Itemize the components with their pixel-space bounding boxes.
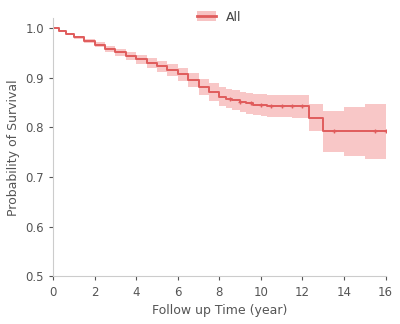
Y-axis label: Probability of Survival: Probability of Survival (7, 79, 20, 216)
X-axis label: Follow up Time (year): Follow up Time (year) (152, 304, 287, 317)
Legend: All: All (192, 6, 246, 29)
